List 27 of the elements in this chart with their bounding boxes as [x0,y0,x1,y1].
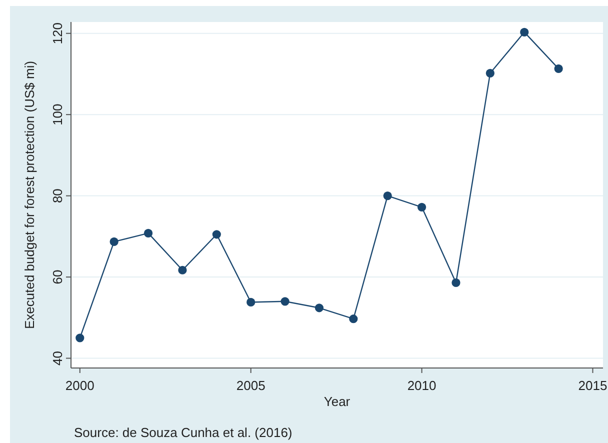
y-tick-label: 60 [50,270,65,284]
point [212,230,221,239]
point [110,237,118,246]
point [417,202,426,212]
x-tick-label: 2010 [407,378,436,393]
point [486,68,494,78]
x-tick-label: 2015 [578,378,608,393]
point [144,228,153,238]
y-tick-label: 120 [50,22,65,44]
point [383,192,392,200]
y-tick-label: 80 [50,188,65,204]
point [554,64,563,73]
point [452,278,460,288]
point [178,266,187,274]
point [246,298,256,307]
x-axis-title: Year [324,394,351,409]
x-tick-label: 2000 [65,378,94,393]
source-note: Source: de Souza Cunha et al. (2016) [74,425,292,440]
y-tick-label: 40 [50,351,65,366]
point [349,314,358,324]
x-tick-label: 2005 [236,378,266,393]
point [76,334,84,342]
y-tick-label: 100 [50,104,65,126]
y-axis-title: Executed budget for forest protection (US$ mi) [22,60,37,330]
point [314,304,324,312]
point [520,28,529,36]
point [280,297,290,306]
